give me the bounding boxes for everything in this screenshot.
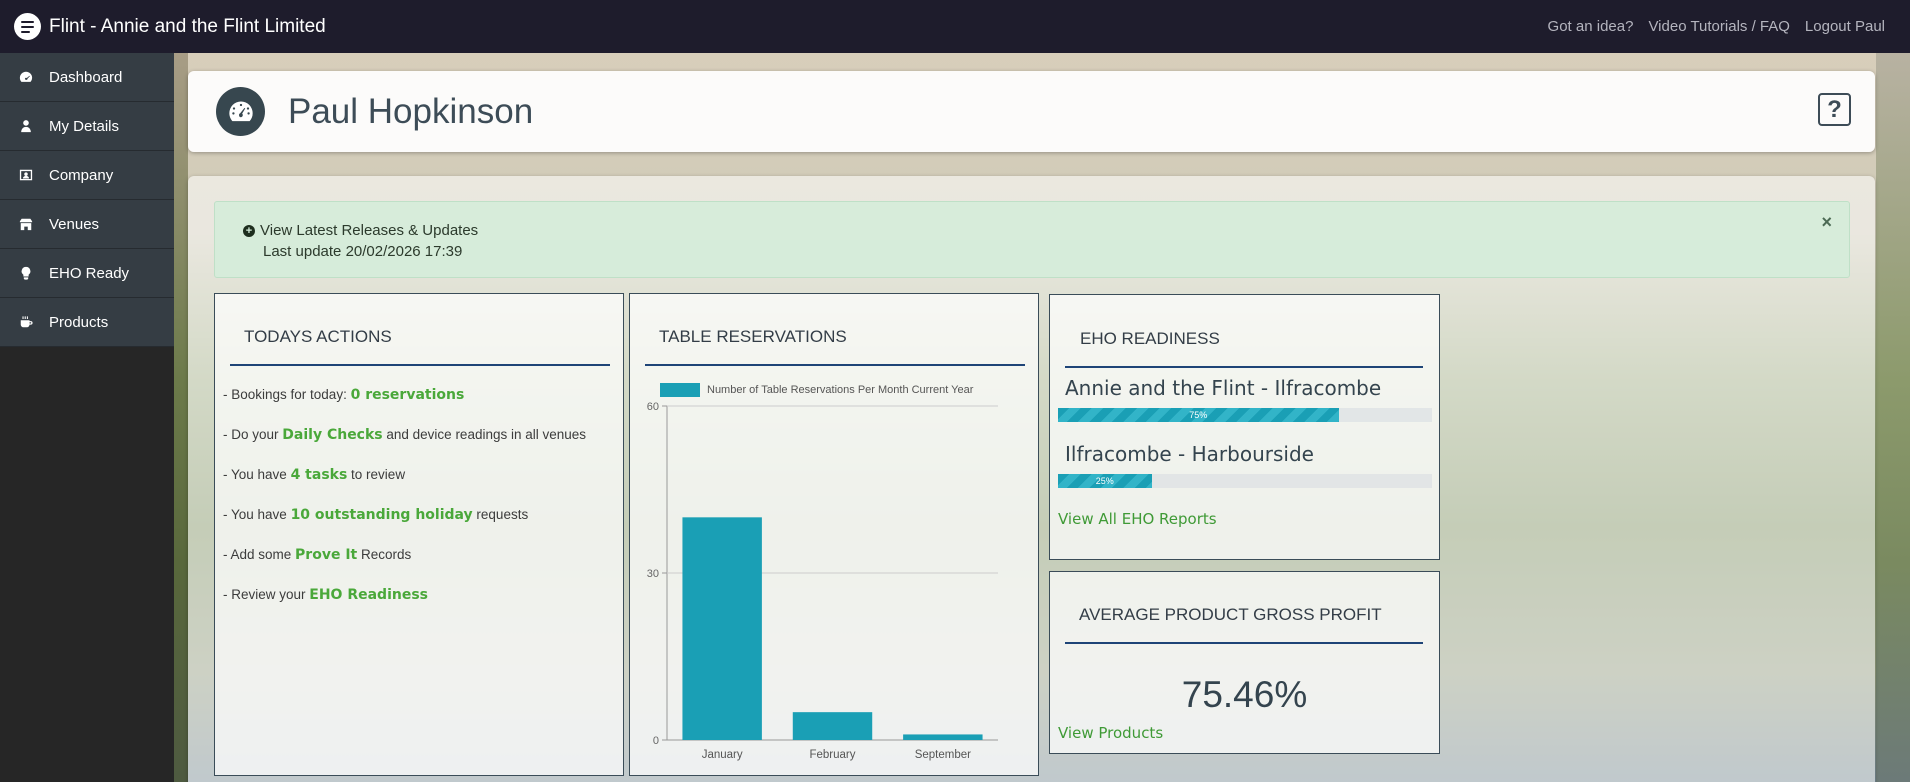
- action-text: - You have: [223, 507, 291, 522]
- view-eho-reports-link[interactable]: View All EHO Reports: [1058, 510, 1217, 528]
- sidebar-item-label: Company: [49, 166, 114, 184]
- action-line: - Do your Daily Checks and device readin…: [223, 427, 586, 443]
- panel-divider: [645, 364, 1025, 366]
- brand[interactable]: Flint - Annie and the Flint Limited: [14, 13, 326, 40]
- panel-divider: [1065, 366, 1423, 368]
- chart-legend: Number of Table Reservations Per Month C…: [660, 383, 973, 397]
- plus-circle-icon: +: [243, 224, 255, 237]
- action-line: - You have 10 outstanding holiday reques…: [223, 507, 528, 523]
- bar: [792, 712, 873, 740]
- x-tick-label: January: [702, 749, 743, 761]
- eho-progress-bar: 75%: [1058, 408, 1339, 422]
- top-navbar: Flint - Annie and the Flint Limited Got …: [0, 0, 1910, 53]
- table-reservations-panel: TABLE RESERVATIONS Number of Table Reser…: [629, 293, 1039, 776]
- panel-title: AVERAGE PRODUCT GROSS PROFIT: [1079, 605, 1382, 624]
- dashboard-icon: [19, 70, 33, 84]
- panel-divider: [230, 364, 610, 366]
- action-link[interactable]: EHO Readiness: [309, 587, 429, 603]
- panel-title: TABLE RESERVATIONS: [659, 327, 847, 346]
- close-icon[interactable]: ×: [1821, 212, 1832, 232]
- legend-swatch: [660, 383, 700, 397]
- sidebar-item-dashboard[interactable]: Dashboard: [0, 53, 174, 102]
- todays-actions-panel: TODAYS ACTIONS - Bookings for today: 0 r…: [214, 293, 624, 776]
- top-links: Got an idea? Video Tutorials / FAQ Logou…: [1548, 18, 1885, 35]
- sidebar-item-label: Venues: [49, 215, 100, 233]
- action-text: - Bookings for today:: [223, 387, 351, 402]
- sidebar-item-products[interactable]: Products: [0, 298, 174, 347]
- sidebar-item-label: Dashboard: [49, 68, 123, 86]
- sidebar-item-company[interactable]: Company: [0, 151, 174, 200]
- eho-progress-track: 75%: [1058, 408, 1432, 422]
- help-button[interactable]: ?: [1818, 93, 1851, 126]
- dashboard-content: + View Latest Releases & Updates Last up…: [188, 176, 1875, 782]
- action-text: Records: [357, 547, 412, 562]
- view-products-link[interactable]: View Products: [1058, 724, 1164, 742]
- dashboard-icon: [216, 87, 265, 136]
- eho-venue-name: Ilfracombe - Harbourside: [1065, 442, 1314, 466]
- y-tick-label: 60: [647, 401, 659, 413]
- panel-title: EHO READINESS: [1080, 329, 1220, 348]
- x-tick-label: September: [915, 749, 971, 761]
- action-text: - Review your: [223, 587, 310, 602]
- sidebar: Dashboard My Details Company Venues EHO …: [0, 53, 174, 782]
- gross-profit-value: 75.46%: [1181, 674, 1308, 715]
- bar: [903, 734, 983, 740]
- eho-venue-name: Annie and the Flint - Ilfracombe: [1065, 376, 1382, 400]
- action-link[interactable]: Prove It: [295, 547, 358, 563]
- panel-title: TODAYS ACTIONS: [244, 327, 392, 346]
- sidebar-item-label: EHO Ready: [49, 264, 130, 282]
- release-link[interactable]: + View Latest Releases & Updates: [243, 222, 478, 239]
- user-icon: [19, 119, 33, 133]
- y-tick-label: 30: [647, 568, 659, 580]
- app-title: Flint - Annie and the Flint Limited: [49, 15, 326, 37]
- eho-progress-track: 25%: [1058, 474, 1432, 488]
- gross-profit-panel: AVERAGE PRODUCT GROSS PROFIT 75.46% View…: [1049, 571, 1440, 754]
- panel-divider: [1065, 642, 1423, 644]
- coffee-icon: [19, 315, 33, 329]
- sidebar-item-label: My Details: [49, 117, 120, 135]
- sidebar-item-venues[interactable]: Venues: [0, 200, 174, 249]
- action-line: - You have 4 tasks to review: [223, 467, 405, 483]
- sidebar-item-my-details[interactable]: My Details: [0, 102, 174, 151]
- eho-progress-bar: 25%: [1058, 474, 1152, 488]
- company-icon: [19, 168, 33, 182]
- action-text: - You have: [223, 467, 291, 482]
- background-edge: [1876, 52, 1910, 782]
- action-text: to review: [347, 467, 406, 482]
- action-line: - Review your EHO Readiness: [223, 587, 428, 603]
- action-text: requests: [472, 507, 529, 522]
- video-tutorials-link[interactable]: Video Tutorials / FAQ: [1648, 18, 1790, 35]
- sidebar-item-eho-ready[interactable]: EHO Ready: [0, 249, 174, 298]
- sidebar-item-label: Products: [49, 313, 109, 331]
- got-an-idea-link[interactable]: Got an idea?: [1547, 18, 1634, 35]
- bar-chart: 0 30 60 January February September: [647, 401, 998, 761]
- menu-logo-icon[interactable]: [14, 13, 41, 40]
- action-line: - Bookings for today: 0 reservations: [223, 387, 464, 403]
- x-tick-label: February: [809, 749, 855, 761]
- logout-link[interactable]: Logout Paul: [1804, 18, 1885, 35]
- action-text: - Do your: [223, 427, 283, 442]
- release-link-text: View Latest Releases & Updates: [260, 222, 479, 239]
- background-edge: [174, 52, 188, 782]
- last-update-text: Last update 20/02/2026 17:39: [263, 243, 463, 260]
- action-link[interactable]: 4 tasks: [290, 467, 348, 483]
- action-link[interactable]: Daily Checks: [282, 427, 383, 443]
- action-text: - Add some: [223, 547, 296, 562]
- legend-label: Number of Table Reservations Per Month C…: [707, 384, 974, 396]
- release-notice: + View Latest Releases & Updates Last up…: [214, 201, 1850, 278]
- action-link[interactable]: 0 reservations: [350, 387, 465, 403]
- y-tick-label: 0: [653, 735, 659, 747]
- building-icon: [19, 217, 33, 231]
- action-link[interactable]: 10 outstanding holiday: [290, 507, 473, 523]
- action-line: - Add some Prove It Records: [223, 547, 411, 563]
- page-title: Paul Hopkinson: [288, 91, 534, 131]
- page-header: Paul Hopkinson ?: [188, 71, 1875, 152]
- eho-readiness-panel: EHO READINESS Annie and the Flint - Ilfr…: [1049, 294, 1440, 560]
- action-text: and device readings in all venues: [382, 427, 587, 442]
- bar: [682, 517, 762, 740]
- lightbulb-icon: [19, 266, 33, 280]
